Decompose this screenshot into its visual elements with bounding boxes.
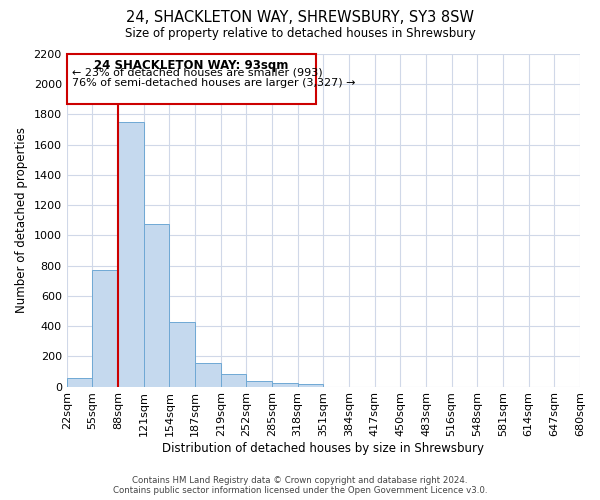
Text: Contains HM Land Registry data © Crown copyright and database right 2024.
Contai: Contains HM Land Registry data © Crown c… xyxy=(113,476,487,495)
Bar xyxy=(118,122,143,386)
Y-axis label: Number of detached properties: Number of detached properties xyxy=(15,128,28,314)
Text: ← 23% of detached houses are smaller (993): ← 23% of detached houses are smaller (99… xyxy=(72,68,322,78)
Text: 24, SHACKLETON WAY, SHREWSBURY, SY3 8SW: 24, SHACKLETON WAY, SHREWSBURY, SY3 8SW xyxy=(126,10,474,25)
Bar xyxy=(195,363,221,386)
Bar xyxy=(247,381,272,386)
Bar xyxy=(67,378,92,386)
Bar xyxy=(298,384,323,386)
Text: 76% of semi-detached houses are larger (3,327) →: 76% of semi-detached houses are larger (… xyxy=(72,78,355,88)
Bar xyxy=(92,270,118,386)
Bar xyxy=(221,374,247,386)
Text: 24 SHACKLETON WAY: 93sqm: 24 SHACKLETON WAY: 93sqm xyxy=(94,58,289,71)
Text: Size of property relative to detached houses in Shrewsbury: Size of property relative to detached ho… xyxy=(125,28,475,40)
Bar xyxy=(272,383,298,386)
Bar xyxy=(143,224,169,386)
Bar xyxy=(67,54,316,104)
Bar xyxy=(169,322,195,386)
X-axis label: Distribution of detached houses by size in Shrewsbury: Distribution of detached houses by size … xyxy=(163,442,484,455)
